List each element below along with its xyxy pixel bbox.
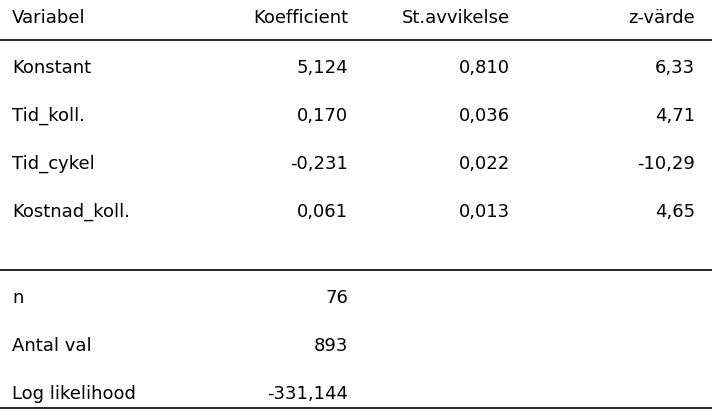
Text: Antal val: Antal val xyxy=(12,337,92,355)
Text: Konstant: Konstant xyxy=(12,59,91,77)
Text: z-värde: z-värde xyxy=(628,9,695,27)
Text: n: n xyxy=(12,289,23,307)
Text: 5,124: 5,124 xyxy=(296,59,348,77)
Text: 893: 893 xyxy=(313,337,348,355)
Text: -0,231: -0,231 xyxy=(290,155,348,173)
Text: 0,036: 0,036 xyxy=(459,107,510,125)
Text: 6,33: 6,33 xyxy=(655,59,695,77)
Text: -331,144: -331,144 xyxy=(267,385,348,403)
Text: Koefficient: Koefficient xyxy=(253,9,348,27)
Text: 76: 76 xyxy=(325,289,348,307)
Text: 0,061: 0,061 xyxy=(297,203,348,221)
Text: 0,013: 0,013 xyxy=(459,203,510,221)
Text: Kostnad_koll.: Kostnad_koll. xyxy=(12,203,130,221)
Text: 0,022: 0,022 xyxy=(459,155,510,173)
Text: 4,65: 4,65 xyxy=(655,203,695,221)
Text: Tid_koll.: Tid_koll. xyxy=(12,107,85,125)
Text: 4,71: 4,71 xyxy=(655,107,695,125)
Text: Log likelihood: Log likelihood xyxy=(12,385,136,403)
Text: Tid_cykel: Tid_cykel xyxy=(12,155,95,173)
Text: -10,29: -10,29 xyxy=(637,155,695,173)
Text: Variabel: Variabel xyxy=(12,9,85,27)
Text: 0,170: 0,170 xyxy=(297,107,348,125)
Text: 0,810: 0,810 xyxy=(459,59,510,77)
Text: St.avvikelse: St.avvikelse xyxy=(402,9,510,27)
